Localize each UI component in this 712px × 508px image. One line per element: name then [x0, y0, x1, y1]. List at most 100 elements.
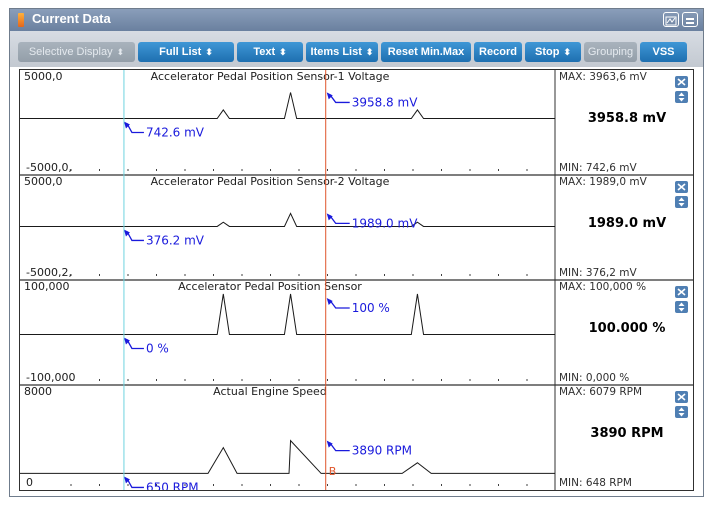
close-icon [677, 183, 686, 191]
toolbar-button-full-list[interactable]: Full List ⬍ [138, 42, 234, 62]
toolbar-button-label: Reset Min.Max [387, 46, 465, 58]
signal-trace [20, 439, 555, 474]
move-graph-button[interactable] [675, 406, 688, 418]
y-min-label: 0 [26, 476, 33, 489]
time-tick [298, 169, 300, 171]
min-value: MIN: 0,000 % [559, 372, 629, 384]
left-marker-arrow [126, 231, 144, 242]
close-graph-button[interactable] [675, 391, 688, 403]
cursor-b-label: B [329, 465, 337, 478]
time-tick [327, 274, 328, 276]
time-tick [270, 379, 271, 381]
menu-icon[interactable] [682, 12, 698, 27]
toolbar-button-selective-display[interactable]: Selective Display ⬍ [18, 42, 135, 62]
move-button-bg [675, 406, 688, 418]
graphs-svg: 5000,0-5000,0,Accelerator Pedal Position… [20, 70, 693, 490]
current-value: 3890 RPM [590, 426, 663, 441]
title-bar: Current Data [10, 9, 703, 31]
move-graph-button[interactable] [675, 196, 688, 208]
right-marker-arrowhead [326, 213, 333, 221]
time-tick [498, 274, 499, 276]
time-tick [70, 169, 72, 171]
move-graph-button[interactable] [675, 301, 688, 313]
toolbar-button-record[interactable]: Record [474, 42, 522, 62]
max-value: MAX: 6079 RPM [559, 386, 642, 398]
move-button-bg [675, 196, 688, 208]
toolbar-button-label: Selective Display [28, 46, 113, 58]
toolbar-button-stop[interactable]: Stop ⬍ [525, 42, 581, 62]
time-tick [184, 169, 186, 171]
graph-title: Actual Engine Speed [213, 385, 327, 398]
toolbar-button-vss[interactable]: VSS [640, 42, 687, 62]
graph-title: Accelerator Pedal Position Sensor [178, 280, 362, 293]
max-value: MAX: 100,000 % [559, 281, 646, 293]
toolbar-button-label: Record [479, 46, 517, 58]
time-tick [526, 379, 528, 381]
time-tick [526, 274, 528, 276]
time-tick [355, 169, 357, 171]
time-tick [526, 169, 528, 171]
time-tick [156, 379, 157, 381]
close-graph-button[interactable] [675, 181, 688, 193]
graph-panel-2: 5000,0 -5000,2, Accelerator Pedal Position… [20, 174, 693, 279]
right-marker-arrow [329, 94, 350, 104]
right-cursor-value: 100 % [352, 301, 390, 315]
time-tick [441, 484, 442, 486]
signal-trace [20, 92, 555, 119]
move-graph-button[interactable] [675, 91, 688, 103]
close-graph-button[interactable] [675, 76, 688, 88]
time-tick [327, 379, 328, 381]
right-cursor-value: 3890 RPM [352, 444, 412, 458]
time-tick [241, 169, 243, 171]
toolbar-button-label: Grouping [587, 46, 634, 58]
time-tick [498, 169, 499, 171]
time-tick [99, 169, 100, 171]
right-marker-arrow [329, 214, 350, 225]
toolbar-button-label: Stop [535, 46, 560, 58]
y-max-label: 100,000 [24, 280, 70, 293]
current-data-window: Current Data Selective Display ⬍ Full List… [9, 8, 704, 497]
time-tick [469, 484, 471, 486]
time-tick [412, 169, 414, 171]
left-marker-arrow [126, 478, 144, 489]
time-tick [156, 484, 157, 486]
graph-title: Accelerator Pedal Position Sensor-2 Volt… [151, 175, 390, 188]
window-icon [18, 13, 24, 27]
toolbar-button-items-list[interactable]: Items List ⬍ [306, 42, 378, 62]
time-tick [70, 379, 72, 381]
time-tick [184, 274, 186, 276]
close-graph-button[interactable] [675, 286, 688, 298]
time-tick [469, 169, 471, 171]
left-marker-arrowhead [123, 229, 130, 237]
time-tick [327, 484, 328, 486]
close-icon [677, 288, 686, 296]
toolbar-button-reset-min-max[interactable]: Reset Min.Max [381, 42, 471, 62]
time-tick [441, 274, 442, 276]
left-marker-arrowhead [123, 121, 130, 129]
time-tick [241, 379, 243, 381]
left-marker-arrow [126, 339, 144, 350]
time-tick [156, 274, 157, 276]
min-value: MIN: 376,2 mV [559, 267, 638, 279]
time-tick [384, 169, 385, 171]
chevron-updown-icon: ⬍ [279, 47, 287, 57]
min-value: MIN: 648 RPM [559, 477, 632, 489]
toolbar-button-grouping[interactable]: Grouping [584, 42, 637, 62]
y-min-label: -100,000 [26, 371, 75, 384]
time-tick [213, 169, 214, 171]
toolbar-button-text[interactable]: Text ⬍ [237, 42, 303, 62]
time-tick [441, 379, 442, 381]
signal-trace [20, 293, 555, 335]
chevron-updown-icon: ⬍ [205, 47, 213, 57]
time-tick [355, 484, 357, 486]
toolbar-button-label: Text [253, 46, 276, 58]
right-marker-arrowhead [326, 440, 333, 448]
time-tick [298, 379, 300, 381]
time-tick [99, 484, 100, 486]
time-tick [441, 169, 442, 171]
auto-scale-icon[interactable] [663, 12, 679, 27]
y-min-label: -5000,0, [26, 161, 72, 174]
left-marker-arrow [126, 123, 144, 134]
time-tick [298, 484, 300, 486]
toolbar-button-label: Items List [310, 46, 362, 58]
